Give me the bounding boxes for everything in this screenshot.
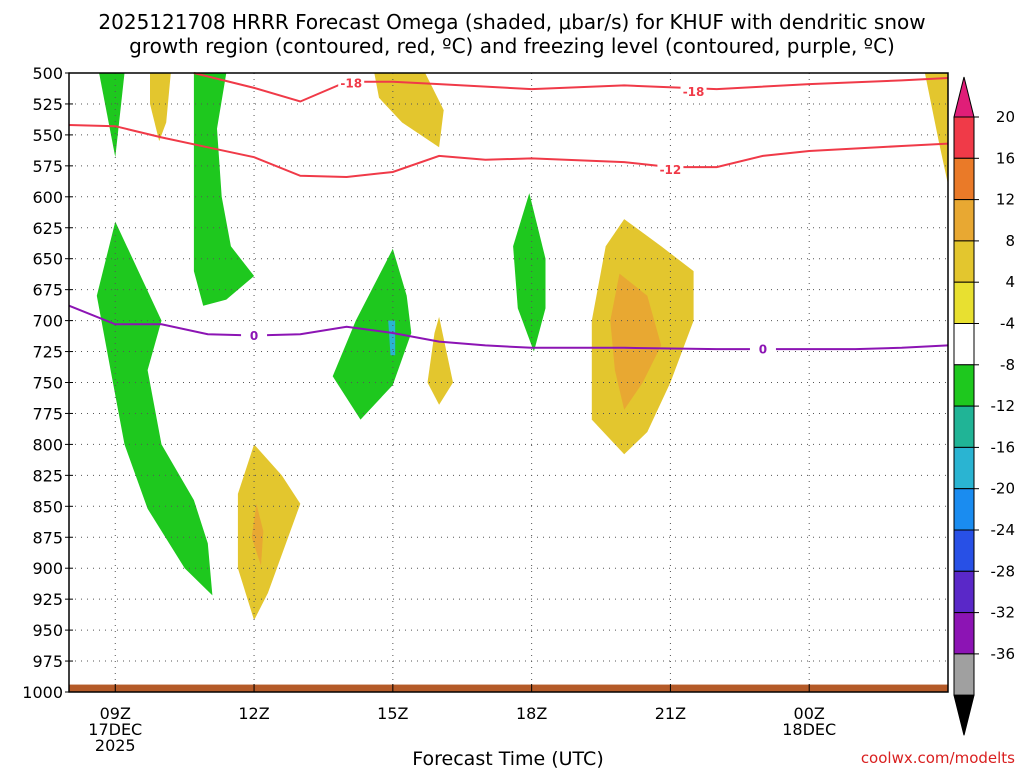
colorbar-label: -12 — [991, 397, 1016, 415]
contour-label-bg — [680, 84, 707, 99]
colorbar-swatch — [953, 364, 975, 407]
omega-region-1 — [193, 73, 255, 306]
omega-region-13 — [251, 503, 264, 566]
colorbar-swatch — [953, 116, 975, 159]
colorbar-swatch — [953, 488, 975, 531]
y-tick-label-625: 625 — [32, 219, 63, 238]
contour-lines: -18 -18 -12 0 0 — [68, 72, 949, 357]
colorbar-label: -20 — [991, 480, 1016, 498]
y-tick-label-725: 725 — [32, 343, 63, 362]
x-tick-label-15Z: 15Z — [377, 704, 408, 723]
y-tick-label-575: 575 — [32, 157, 63, 176]
y-tick-label-825: 825 — [32, 466, 63, 485]
omega-shaded-regions — [96, 73, 948, 621]
chart-title-line-1: 2025121708 HRRR Forecast Omega (shaded, … — [98, 10, 925, 34]
contour-label-bg — [657, 162, 684, 177]
y-tick-label-1000: 1000 — [22, 683, 63, 702]
colorbar-swatch — [953, 405, 975, 448]
x-axis-label: Forecast Time (UTC) — [412, 748, 603, 768]
colorbar-swatch — [953, 446, 975, 490]
colorbar-label: 8 — [1005, 232, 1015, 250]
colorbar-label: -4 — [1000, 315, 1015, 333]
y-tick-label-800: 800 — [32, 435, 63, 454]
y-tick-label-975: 975 — [32, 652, 63, 671]
colorbar-label: -16 — [991, 438, 1016, 456]
omega-region-9 — [237, 444, 301, 621]
colorbar-label: -8 — [1000, 356, 1015, 374]
contour-label--18: -18 — [340, 76, 362, 90]
y-tick-label-600: 600 — [32, 188, 63, 207]
contour-label--18: -18 — [683, 85, 705, 99]
contour-label-bg — [749, 342, 776, 357]
contour-line--12 — [68, 124, 949, 179]
colorbar-label: -24 — [991, 521, 1016, 539]
surface-terrain-bar — [69, 684, 948, 692]
colorbar-swatch — [953, 570, 975, 614]
y-tick-label-550: 550 — [32, 126, 63, 145]
colorbar-swatch — [953, 529, 975, 572]
colorbar: 20 16 12 8 4 -4 -8 -12 -16 -20 -24 -28 -32 -36 — [953, 76, 1016, 736]
contour-line--18 — [193, 72, 949, 103]
x-tick-label-12Z: 12Z — [238, 704, 269, 723]
colorbar-label: 12 — [996, 191, 1015, 209]
contour-label--12: -12 — [660, 163, 682, 177]
colorbar-swatch — [953, 612, 975, 655]
contour-label-bg — [241, 328, 268, 343]
omega-region-2 — [96, 221, 213, 596]
omega-region-11 — [924, 73, 948, 185]
colorbar-swatch — [953, 653, 975, 696]
omega-region-12 — [610, 273, 662, 410]
y-tick-label-925: 925 — [32, 590, 63, 609]
colorbar-label: -36 — [991, 645, 1016, 663]
contour-line-0 — [68, 304, 949, 351]
colorbar-top-arrow — [953, 76, 975, 118]
colorbar-label: 20 — [996, 108, 1015, 126]
x-tick-label-00Z: 00Z — [794, 704, 825, 723]
y-tick-label-775: 775 — [32, 404, 63, 423]
grid-lines — [69, 73, 948, 692]
omega-region-4 — [513, 193, 546, 352]
colorbar-label: -32 — [991, 604, 1016, 622]
x-tick-sublabel: 18DEC — [782, 720, 836, 739]
x-tick-sublabel: 2025 — [95, 736, 136, 755]
x-tick-label-18Z: 18Z — [516, 704, 547, 723]
y-tick-label-875: 875 — [32, 528, 63, 547]
omega-region-5 — [388, 320, 396, 356]
y-tick-label-650: 650 — [32, 250, 63, 269]
contour-label-0: 0 — [759, 343, 767, 357]
x-tick-sublabel: 17DEC — [88, 720, 142, 739]
y-tick-label-525: 525 — [32, 95, 63, 114]
colorbar-swatch — [953, 199, 975, 242]
y-tick-label-900: 900 — [32, 559, 63, 578]
colorbar-label: -28 — [991, 562, 1016, 580]
omega-region-6 — [150, 73, 171, 142]
omega-region-7 — [374, 73, 444, 148]
x-tick-label-21Z: 21Z — [655, 704, 686, 723]
omega-region-8 — [427, 316, 453, 405]
colorbar-swatch — [953, 281, 975, 325]
omega-region-3 — [332, 248, 412, 420]
colorbar-swatch — [953, 323, 975, 366]
y-tick-label-500: 500 — [32, 64, 63, 83]
colorbar-swatch — [953, 157, 975, 201]
y-tick-label-950: 950 — [32, 621, 63, 640]
chart-title-line-2: growth region (contoured, red, ºC) and f… — [129, 34, 895, 58]
x-tick-label-09Z: 09Z — [100, 704, 131, 723]
colorbar-swatch — [953, 240, 975, 283]
y-tick-label-850: 850 — [32, 497, 63, 516]
y-axis-ticks: 500 525 550 575 600 625 650 675 700 725 750 775 800 8… — [22, 64, 73, 702]
colorbar-label: 4 — [1005, 273, 1015, 291]
colorbar-label: 16 — [996, 149, 1015, 167]
colorbar-bottom-arrow — [953, 694, 975, 736]
y-tick-label-675: 675 — [32, 281, 63, 300]
contour-label-0: 0 — [250, 329, 258, 343]
omega-region-0 — [99, 73, 125, 158]
credit-link[interactable]: coolwx.com/modelts — [861, 749, 1015, 767]
y-tick-label-750: 750 — [32, 374, 63, 393]
y-tick-label-700: 700 — [32, 312, 63, 331]
contour-label-bg — [338, 75, 365, 90]
